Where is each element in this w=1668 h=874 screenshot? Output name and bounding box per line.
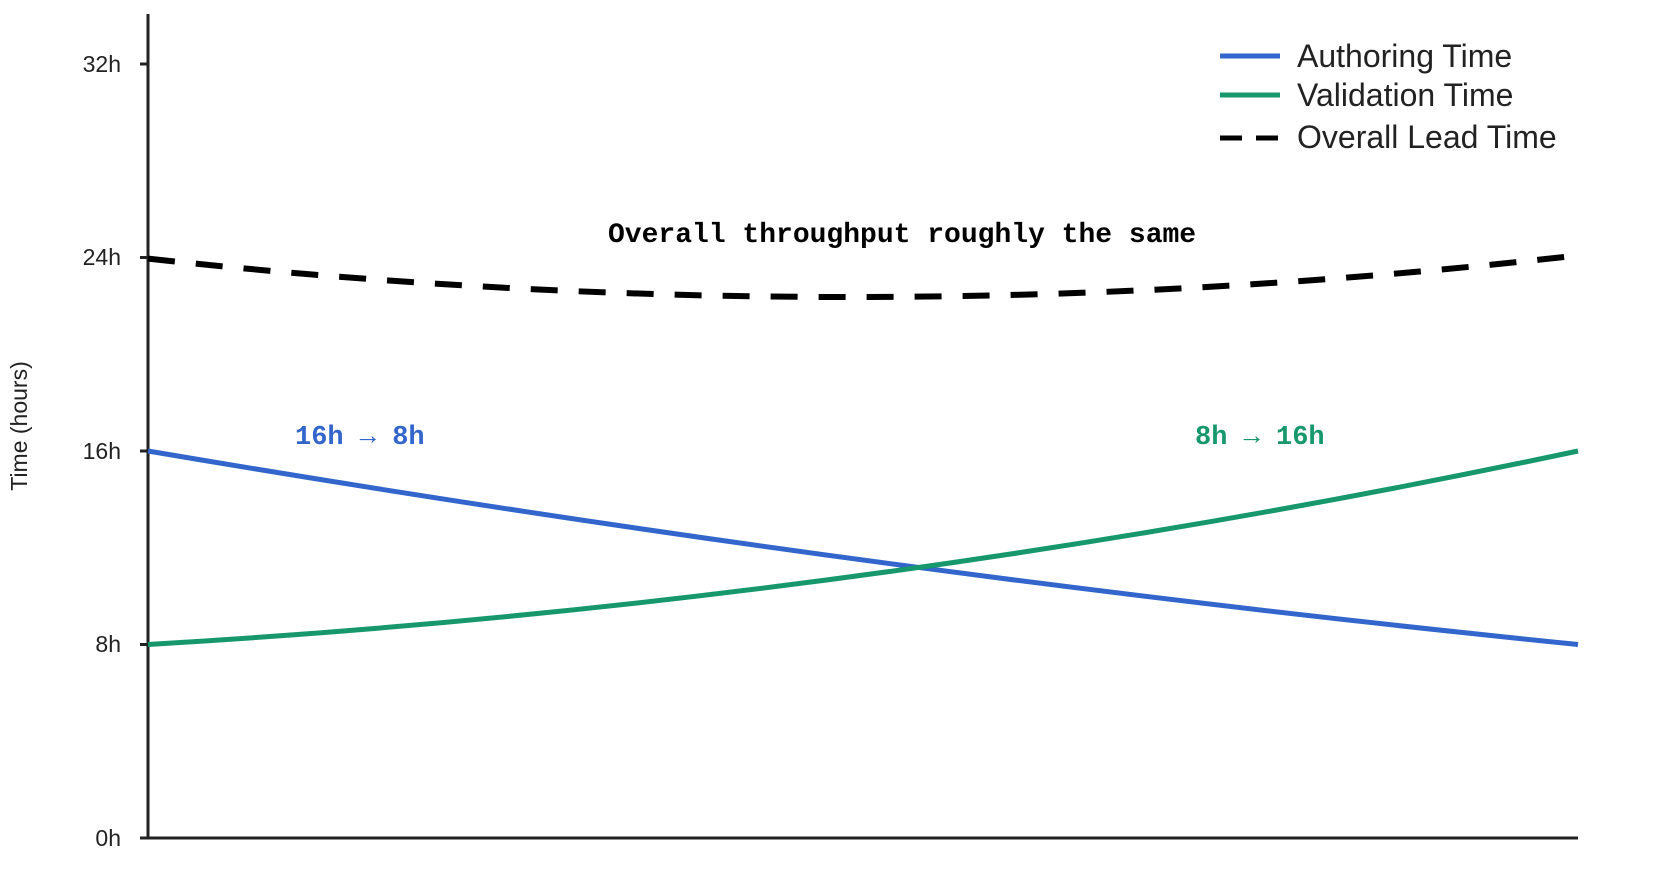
svg-text:Time (hours): Time (hours) [6,361,32,491]
